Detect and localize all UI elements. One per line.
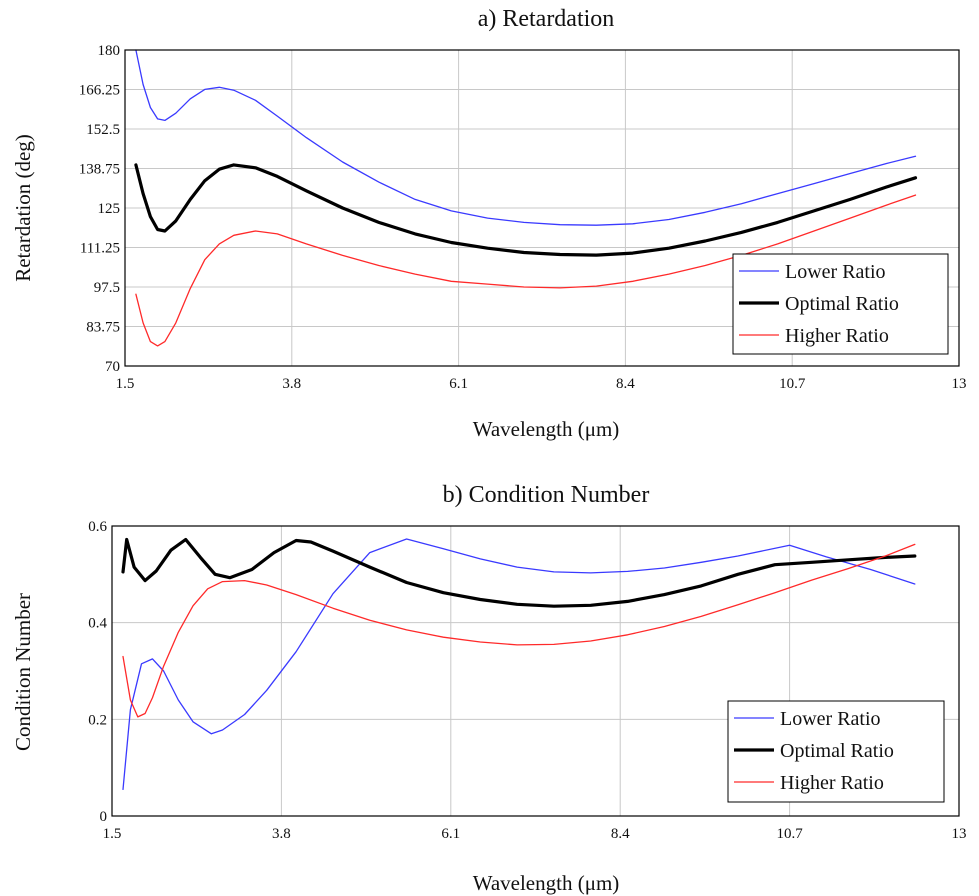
y-tick-label: 166.25 <box>79 83 120 99</box>
x-axis-label: Wavelength (μm) <box>473 417 620 441</box>
y-axis-label: Retardation (deg) <box>11 134 35 282</box>
series-lines <box>121 537 917 791</box>
y-tick-label: 0.4 <box>88 616 107 632</box>
y-tick-label: 70 <box>105 359 120 375</box>
series-line-optimal-ratio <box>134 163 918 257</box>
x-tick-label: 6.1 <box>449 376 468 392</box>
y-tick-label: 0 <box>100 809 108 825</box>
series-lines <box>134 49 918 347</box>
legend-label: Optimal Ratio <box>780 740 894 762</box>
x-tick-label: 10.7 <box>776 826 803 842</box>
y-tick-label: 0.2 <box>88 712 107 728</box>
plot-frame <box>124 49 960 367</box>
series-line-higher-ratio <box>122 543 916 718</box>
x-tick-label: 8.4 <box>616 376 635 392</box>
x-tick-label: 6.1 <box>441 826 460 842</box>
x-tick-label: 3.8 <box>282 376 301 392</box>
series-line-lower-ratio <box>122 538 916 791</box>
y-tick-label: 138.75 <box>79 162 120 178</box>
x-tick-label: 8.4 <box>611 826 630 842</box>
chart-title: a) Retardation <box>478 6 615 32</box>
legend-label: Higher Ratio <box>785 325 889 347</box>
legend: Lower Ratio Optimal Ratio Higher Ratio <box>727 700 945 803</box>
series-line-higher-ratio <box>135 194 917 347</box>
legend-label: Optimal Ratio <box>785 293 899 315</box>
y-tick-label: 111.25 <box>80 241 120 257</box>
legend-label: Higher Ratio <box>780 772 884 794</box>
x-tick-label: 3.8 <box>272 826 291 842</box>
y-tick-label: 125 <box>98 201 121 217</box>
y-axis-label: Condition Number <box>11 593 35 751</box>
y-tick-label: 83.75 <box>86 320 120 336</box>
legend: Lower Ratio Optimal Ratio Higher Ratio <box>732 253 949 355</box>
plot-frame <box>111 525 960 817</box>
legend-label: Lower Ratio <box>780 708 881 730</box>
tick-labels: 1.5 3.8 6.1 8.4 10.7 13 70 83.75 97.5 111.25 125 13… <box>79 43 967 392</box>
y-tick-label: 97.5 <box>94 280 120 296</box>
legend-label: Lower Ratio <box>785 261 886 283</box>
x-tick-label: 1.5 <box>103 826 122 842</box>
x-tick-label: 13 <box>952 826 967 842</box>
chart-title: b) Condition Number <box>443 482 650 508</box>
chart-condition-number: b) Condition Number Wavelength (μm) Cond… <box>11 482 967 895</box>
y-tick-label: 152.5 <box>86 122 120 138</box>
x-axis-label: Wavelength (μm) <box>473 871 620 895</box>
x-tick-label: 1.5 <box>116 376 135 392</box>
x-tick-label: 13 <box>952 376 967 392</box>
x-tick-label: 10.7 <box>779 376 806 392</box>
tick-labels: 1.5 3.8 6.1 8.4 10.7 13 0 0.2 0.4 0.6 <box>88 519 966 842</box>
series-line-lower-ratio <box>135 49 917 226</box>
y-tick-label: 180 <box>98 43 121 59</box>
y-tick-label: 0.6 <box>88 519 107 535</box>
series-line-optimal-ratio <box>121 537 917 608</box>
chart-retardation: a) Retardation Wavelength (μm) Retardati… <box>11 6 967 441</box>
